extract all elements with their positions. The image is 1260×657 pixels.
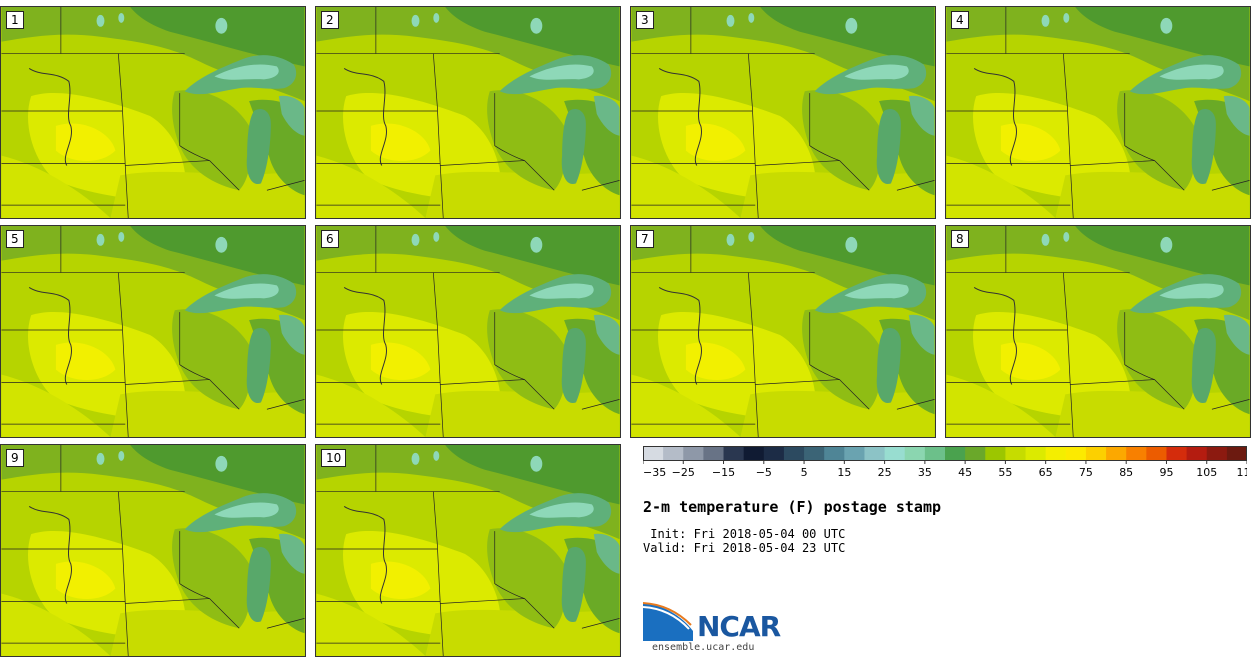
temperature-map [316, 7, 620, 218]
colorbar-swatch [723, 446, 745, 460]
ensemble-member-panel: 9 [0, 444, 306, 657]
colorbar-tick-label: 65 [1039, 466, 1053, 479]
ensemble-member-panel: 3 [630, 6, 936, 219]
temperature-map [946, 226, 1250, 437]
valid-time: Valid: Fri 2018-05-04 23 UTC [643, 541, 846, 555]
run-times: Init: Fri 2018-05-04 00 UTC Valid: Fri 2… [643, 527, 845, 555]
member-label: 6 [321, 230, 339, 248]
logo-wordmark: NCAR [697, 610, 781, 643]
colorbar-tick-label: −15 [712, 466, 735, 479]
temperature-map [631, 226, 935, 437]
colorbar-swatch [1226, 446, 1247, 460]
colorbar-tick-label: 15 [837, 466, 851, 479]
colorbar-swatch [1045, 446, 1067, 460]
temperature-map [631, 7, 935, 218]
temperature-map [316, 445, 620, 656]
member-label: 9 [6, 449, 24, 467]
temperature-map [316, 226, 620, 437]
colorbar-swatch [904, 446, 926, 460]
colorbar-swatch [864, 446, 886, 460]
member-label: 7 [636, 230, 654, 248]
ensemble-member-panel: 2 [315, 6, 621, 219]
colorbar-swatch [804, 446, 825, 460]
colorbar-tick-label: −25 [672, 466, 695, 479]
colorbar-swatch [663, 446, 684, 460]
temperature-map [1, 226, 305, 437]
init-time: Init: Fri 2018-05-04 00 UTC [643, 527, 846, 541]
colorbar-swatch [985, 446, 1006, 460]
member-label: 1 [6, 11, 24, 29]
colorbar-swatch [643, 446, 664, 460]
colorbar-tick-label: 85 [1119, 466, 1133, 479]
member-label: 3 [636, 11, 654, 29]
colorbar-swatch [1146, 446, 1167, 460]
member-label: 10 [321, 449, 347, 467]
member-label: 2 [321, 11, 339, 29]
colorbar-swatch [1025, 446, 1047, 460]
member-label: 5 [6, 230, 24, 248]
colorbar-swatch [884, 446, 906, 460]
colorbar-swatch [965, 446, 986, 460]
colorbar-tick-label: 75 [1079, 466, 1093, 479]
colorbar-swatch [1065, 446, 1087, 460]
temperature-map [1, 445, 305, 656]
chart-title: 2-m temperature (F) postage stamp [643, 498, 942, 516]
colorbar-swatch [683, 446, 704, 460]
colorbar-swatch [783, 446, 805, 460]
colorbar-swatch [1106, 446, 1127, 460]
ensemble-member-panel: 8 [945, 225, 1251, 438]
colorbar-swatch [1005, 446, 1027, 460]
temperature-map [1, 7, 305, 218]
colorbar-swatch [924, 446, 946, 460]
colorbar-tick-label: 55 [998, 466, 1012, 479]
colorbar-tick-label: 5 [801, 466, 808, 479]
ensemble-member-panel: 7 [630, 225, 936, 438]
colorbar-tick-label: −35 [643, 466, 666, 479]
colorbar-tick-label: 95 [1159, 466, 1173, 479]
colorbar-tick-label: 35 [918, 466, 932, 479]
colorbar-swatch [824, 446, 845, 460]
colorbar-swatch [743, 446, 765, 460]
colorbar-swatch [1166, 446, 1188, 460]
temperature-colorbar: −35 −25 −15 −5 5 15 25 35 45 55 65 75 85 95 105 115 [643, 446, 1248, 479]
member-label: 4 [951, 11, 969, 29]
colorbar-tick-label: 45 [958, 466, 972, 479]
member-label: 8 [951, 230, 969, 248]
ncar-logo-icon [643, 601, 693, 641]
colorbar-swatch [844, 446, 865, 460]
website-link[interactable]: ensemble.ucar.edu [652, 642, 755, 653]
colorbar-tick-label: 25 [878, 466, 892, 479]
ensemble-member-panel: 4 [945, 6, 1251, 219]
ensemble-member-panel: 1 [0, 6, 306, 219]
ensemble-member-panel: 5 [0, 225, 306, 438]
colorbar-swatch [1186, 446, 1208, 460]
ensemble-member-panel: 6 [315, 225, 621, 438]
colorbar-swatch [703, 446, 725, 460]
colorbar-swatch [1126, 446, 1147, 460]
colorbar-tick-label: 105 [1196, 466, 1217, 479]
colorbar-tick-label: 115 [1237, 466, 1248, 479]
colorbar-swatch [1206, 446, 1228, 460]
colorbar-tick-label: −5 [756, 466, 772, 479]
temperature-map [946, 7, 1250, 218]
colorbar-swatch [763, 446, 785, 460]
colorbar-border [643, 446, 1247, 461]
colorbar-swatch [945, 446, 966, 460]
colorbar-swatch [1085, 446, 1107, 460]
ensemble-member-panel: 10 [315, 444, 621, 657]
